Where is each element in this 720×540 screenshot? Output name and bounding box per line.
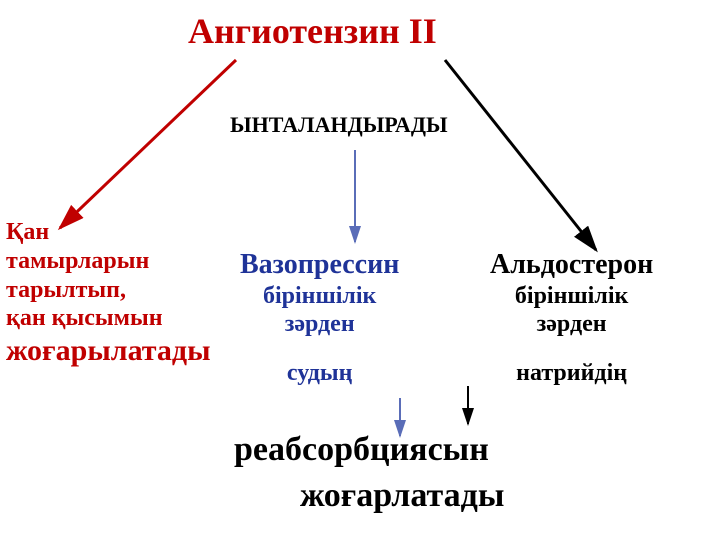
branch-left-line: тамырларын xyxy=(6,247,211,276)
branch-middle: Вазопрессинбіріншілікзәрден судың xyxy=(240,248,399,388)
branch-middle-sub2: зәрден xyxy=(240,310,399,339)
branch-left-line: жоғарылатады xyxy=(6,333,211,369)
branch-left-line: Қан xyxy=(6,218,211,247)
bottom-line-2: жоғарлатады xyxy=(300,476,504,517)
stimulates-label: ЫНТАЛАНДЫРАДЫ xyxy=(230,112,448,138)
branch-right-title: Альдостерон xyxy=(490,248,653,282)
branch-middle-sub3: судың xyxy=(240,359,399,388)
branch-right-sub3: натрийдің xyxy=(490,359,653,388)
bottom-line-1: реабсорбциясын xyxy=(234,430,489,471)
branch-left: Қантамырларынтарылтып,қан қысымынжоғарыл… xyxy=(6,218,211,369)
arrow xyxy=(60,60,236,228)
branch-right: Альдостеронбіріншілікзәрден натрийдің xyxy=(490,248,653,388)
branch-left-line: тарылтып, xyxy=(6,276,211,305)
branch-middle-title: Вазопрессин xyxy=(240,248,399,282)
branch-right-sub2: зәрден xyxy=(490,310,653,339)
branch-left-line: қан қысымын xyxy=(6,304,211,333)
diagram-title: Ангиотензин II xyxy=(188,10,437,52)
arrow xyxy=(445,60,596,250)
branch-right-sub1: біріншілік xyxy=(490,282,653,311)
branch-middle-sub1: біріншілік xyxy=(240,282,399,311)
